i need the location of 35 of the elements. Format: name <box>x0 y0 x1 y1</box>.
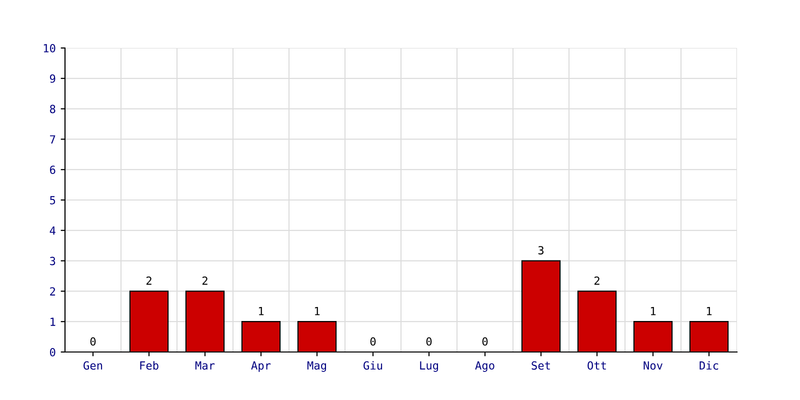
x-tick-label: Lug <box>420 361 438 372</box>
x-tick-label: Gen <box>84 361 102 370</box>
data-label: 0 <box>426 337 432 346</box>
data-label: 1 <box>258 307 264 316</box>
y-tick-label: 10 <box>44 44 56 52</box>
x-tick-label: Ago <box>475 361 494 372</box>
data-label: 1 <box>706 307 712 316</box>
data-label: 2 <box>146 276 152 285</box>
y-tick-label: 9 <box>50 74 56 83</box>
y-tick-label: 2 <box>50 287 56 296</box>
data-label: 0 <box>482 337 488 346</box>
x-tick-label: Set <box>532 361 550 370</box>
x-tick-label: Dic <box>700 361 718 370</box>
x-tick-label: Feb <box>140 361 158 370</box>
y-tick-label: 8 <box>50 104 56 114</box>
x-tick-label: Ott <box>588 361 606 370</box>
data-label: 1 <box>650 307 656 316</box>
data-label: 1 <box>314 307 320 316</box>
x-tick-label: Nov <box>644 361 662 370</box>
y-tick-label: 5 <box>50 196 56 204</box>
x-tick-label: Mag <box>307 361 326 372</box>
data-label: 3 <box>538 246 544 254</box>
data-label: 0 <box>370 337 376 346</box>
y-tick-label: 6 <box>50 166 56 174</box>
y-tick-label: 3 <box>50 256 56 266</box>
y-tick-label: 7 <box>50 135 56 144</box>
y-tick-label: 0 <box>50 348 56 356</box>
x-tick-label: Apr <box>251 361 271 372</box>
y-tick-label: 1 <box>50 318 56 326</box>
data-label: 2 <box>202 276 208 285</box>
x-tick-label: Giu <box>364 361 382 370</box>
y-tick-label: 4 <box>50 226 56 235</box>
data-label: 0 <box>90 337 96 346</box>
data-label: 2 <box>594 276 600 285</box>
x-tick-label: Mar <box>195 361 215 370</box>
